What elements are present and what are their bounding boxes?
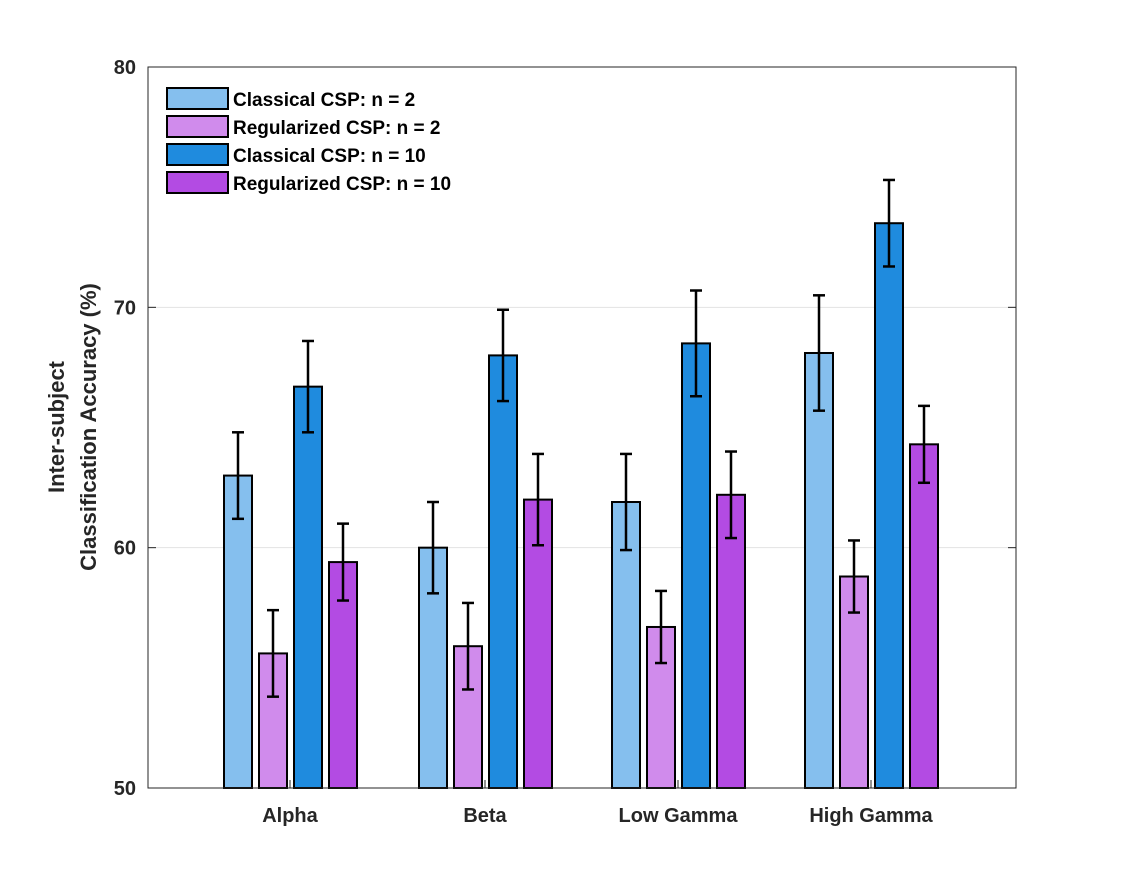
- bar-1-3: [523, 498, 553, 789]
- plot-frame: [147, 66, 1017, 789]
- legend-label-0: Classical CSP: n = 2: [233, 90, 415, 111]
- bar-1-2: [488, 354, 518, 789]
- legend-label-2: Classical CSP: n = 10: [233, 146, 426, 167]
- legend-label-1: Regularized CSP: n = 2: [233, 118, 440, 139]
- legend: Classical CSP: n = 2 Regularized CSP: n =…: [166, 87, 451, 195]
- legend-label-3: Regularized CSP: n = 10: [233, 174, 451, 195]
- x-tick-label-1: Beta: [463, 805, 507, 827]
- x-tick-label-3: High Gamma: [809, 805, 933, 827]
- legend-swatch-0: [166, 87, 229, 110]
- x-tick-label-0: Alpha: [262, 805, 318, 827]
- bar-0-0: [223, 474, 253, 789]
- bar-0-2: [293, 385, 323, 789]
- y-axis-label-line1: Inter-subject: [44, 360, 69, 493]
- legend-swatch-1: [166, 115, 229, 138]
- bar-2-2: [681, 342, 711, 789]
- y-tick-label-60: 60: [114, 538, 136, 560]
- bar-2-3: [716, 493, 746, 789]
- y-tick-label-80: 80: [114, 57, 136, 79]
- y-tick-label-50: 50: [114, 778, 136, 800]
- bar-3-2: [874, 222, 904, 789]
- legend-swatch-3: [166, 171, 229, 194]
- error-bars: [232, 178, 930, 698]
- axis-ticks: 50 60 70 80 Alpha Beta Low Gamma High Gamma: [114, 57, 1016, 827]
- bar-3-0: [804, 351, 834, 789]
- y-tick-label-70: 70: [114, 297, 136, 319]
- x-tick-label-2: Low Gamma: [619, 805, 739, 827]
- y-axis-label-line2: Classification Accuracy (%): [76, 283, 101, 571]
- legend-swatch-2: [166, 143, 229, 166]
- bar-3-3: [909, 443, 939, 789]
